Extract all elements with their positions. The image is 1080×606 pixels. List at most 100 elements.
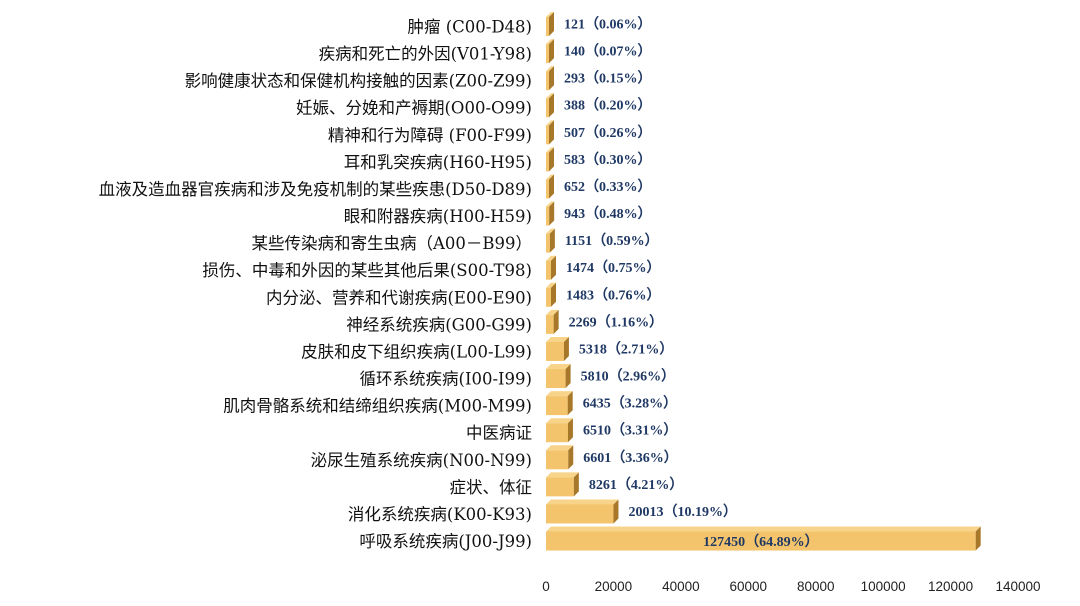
- data-label: 121（0.06%）: [564, 17, 652, 33]
- x-tick-label: 140000: [995, 579, 1040, 594]
- category-labels: 肿瘤 (C00-D48) 疾病和死亡的外因(V01-Y98) 影响健康状态和保健机构…: [99, 18, 532, 552]
- data-label: 20013（10.19%）: [628, 504, 737, 520]
- bar-front-face: [546, 314, 554, 334]
- bar-front-face: [546, 287, 551, 307]
- bar: [546, 12, 554, 36]
- bar: [546, 364, 571, 389]
- data-label: 1483（0.76%）: [566, 287, 661, 303]
- category-label: 内分泌、营养和代谢疾病(E00-E90): [266, 288, 532, 307]
- bar: [546, 147, 554, 172]
- bar: [546, 228, 555, 253]
- x-tick-label: 60000: [730, 579, 768, 594]
- bar-side-face: [549, 12, 554, 36]
- bar-top-face: [546, 174, 554, 180]
- bar-front-face: [546, 152, 549, 172]
- bar-side-face: [613, 499, 619, 524]
- category-label: 循环系统疾病(I00-I99): [360, 370, 532, 389]
- bar-front-face: [546, 504, 614, 524]
- bar-side-face: [563, 336, 569, 361]
- x-tick-label: 40000: [662, 579, 700, 594]
- bar-front-face: [546, 423, 568, 443]
- bar-top-face: [546, 391, 573, 397]
- value-labels: 121（0.06%） 140（0.07%） 293（0.15%） 388（0.20%）…: [564, 17, 819, 551]
- category-label: 眼和附器疾病(H00-H59): [344, 207, 532, 226]
- category-label: 妊娠、分娩和产褥期(O00-O99): [296, 99, 532, 118]
- x-axis-ticks: 0 20000 40000 60000 80000 100000 120000 140000: [542, 579, 1040, 594]
- bar: [546, 309, 559, 334]
- bar-side-face: [550, 282, 556, 307]
- data-label: 8261（4.21%）: [589, 477, 684, 493]
- data-label: 5810（2.96%）: [581, 369, 676, 385]
- bar-front-face: [546, 369, 566, 389]
- bar-front-face: [546, 17, 549, 36]
- bar-front-face: [546, 233, 550, 253]
- bar: [546, 391, 573, 416]
- bar-top-face: [546, 66, 554, 72]
- data-label: 1474（0.75%）: [566, 260, 661, 276]
- category-label: 泌尿生殖系统疾病(N00-N99): [311, 451, 532, 470]
- x-tick-label: 0: [542, 579, 550, 594]
- bar-front-face: [546, 206, 550, 226]
- category-label: 症状、体征: [450, 478, 533, 497]
- bar-front-face: [546, 477, 574, 497]
- bar-top-face: [546, 228, 555, 234]
- data-label: 6435（3.28%）: [583, 396, 678, 412]
- bar: [546, 174, 554, 199]
- bar-front-face: [546, 450, 569, 470]
- category-label: 疾病和死亡的外因(V01-Y98): [319, 45, 532, 64]
- data-label: 127450（64.89%）: [703, 534, 819, 550]
- bar-top-face: [546, 526, 981, 532]
- bar-front-face: [546, 71, 549, 91]
- bar-side-face: [568, 445, 574, 470]
- category-label: 中医病证: [466, 424, 532, 443]
- bar-front-face: [546, 341, 564, 361]
- bar: [546, 93, 554, 118]
- x-tick-label: 80000: [797, 579, 835, 594]
- bar: [546, 526, 981, 551]
- category-label: 精神和行为障碍 (F00-F99): [328, 126, 532, 145]
- data-label: 2269（1.16%）: [569, 314, 664, 330]
- category-label: 肌肉骨骼系统和结缔组织疾病(M00-M99): [223, 397, 532, 416]
- category-label: 神经系统疾病(G00-G99): [346, 315, 532, 334]
- bar-top-face: [546, 12, 554, 17]
- data-label: 388（0.20%）: [564, 98, 652, 114]
- bar-top-face: [546, 201, 555, 207]
- bar-side-face: [549, 120, 554, 145]
- bar-side-face: [567, 418, 573, 443]
- bar: [546, 39, 554, 64]
- bar: [546, 472, 579, 497]
- bar-side-face: [549, 174, 554, 199]
- data-label: 1151（0.59%）: [565, 233, 659, 249]
- bar-top-face: [546, 364, 571, 370]
- x-tick-label: 20000: [595, 579, 633, 594]
- bar-side-face: [549, 39, 554, 64]
- data-label: 6601（3.36%）: [583, 450, 678, 466]
- bar: [546, 120, 554, 145]
- bar-top-face: [546, 282, 556, 288]
- bar-side-face: [550, 255, 556, 280]
- data-label: 652（0.33%）: [564, 179, 652, 195]
- bar-top-face: [546, 147, 554, 153]
- bar-top-face: [546, 336, 569, 342]
- bar-side-face: [549, 201, 555, 226]
- bar-side-face: [549, 147, 554, 172]
- bar: [546, 499, 619, 524]
- bar-side-face: [573, 472, 579, 497]
- data-label: 5318（2.71%）: [579, 341, 674, 357]
- bar-side-face: [565, 364, 571, 389]
- category-label: 血液及造血器官疾病和涉及免疫机制的某些疾患(D50-D89): [99, 180, 532, 199]
- bar-top-face: [546, 120, 554, 126]
- category-label: 肿瘤 (C00-D48): [407, 18, 532, 37]
- data-label: 583（0.30%）: [564, 152, 652, 168]
- bar: [546, 418, 573, 443]
- data-label: 140（0.07%）: [564, 44, 652, 60]
- data-label: 6510（3.31%）: [583, 423, 678, 439]
- bar-side-face: [549, 93, 554, 118]
- bar-front-face: [546, 98, 549, 118]
- bar: [546, 445, 574, 470]
- category-label: 耳和乳突疾病(H60-H95): [344, 153, 532, 172]
- bar-front-face: [546, 44, 549, 64]
- bar: [546, 255, 556, 280]
- category-label: 皮肤和皮下组织疾病(L00-L99): [301, 342, 532, 361]
